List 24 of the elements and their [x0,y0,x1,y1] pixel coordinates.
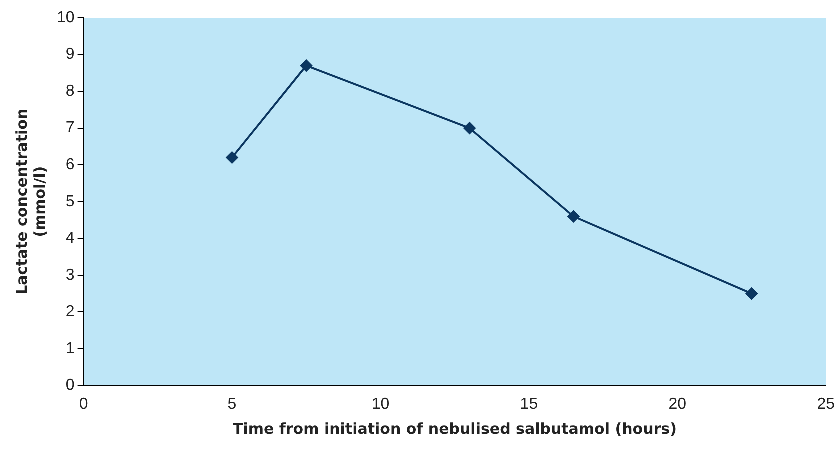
y-tick-label: 1 [66,340,75,358]
point [464,122,476,134]
x-tick-label: 15 [520,396,538,413]
x-tick-label: 5 [228,396,237,413]
x-tick-label: 20 [668,396,687,413]
y-tick-label: 0 [66,377,75,394]
x-axis-title: Time from initiation of nebulised salbutamol (hours) [232,420,677,438]
y-tick-label: 2 [66,304,75,321]
y-tick-label: 3 [66,266,75,284]
x-tick-label: 10 [372,396,390,413]
y-tick-label: 5 [66,193,75,210]
y-tick-label: 9 [66,46,75,64]
y-tick-label: 4 [66,230,75,248]
y-tick-label: 8 [66,82,75,100]
y-tick-label: 7 [66,120,75,137]
x-tick-label: 25 [817,396,836,413]
y-tick-label: 10 [57,9,75,26]
y-axis-title: Lactate concentration (mmol/l) [12,108,49,295]
point [226,152,238,164]
point [300,60,312,72]
point [746,288,758,300]
y-tick-label: 6 [66,156,75,174]
point [568,210,580,223]
x-tick-label: 0 [79,396,88,413]
